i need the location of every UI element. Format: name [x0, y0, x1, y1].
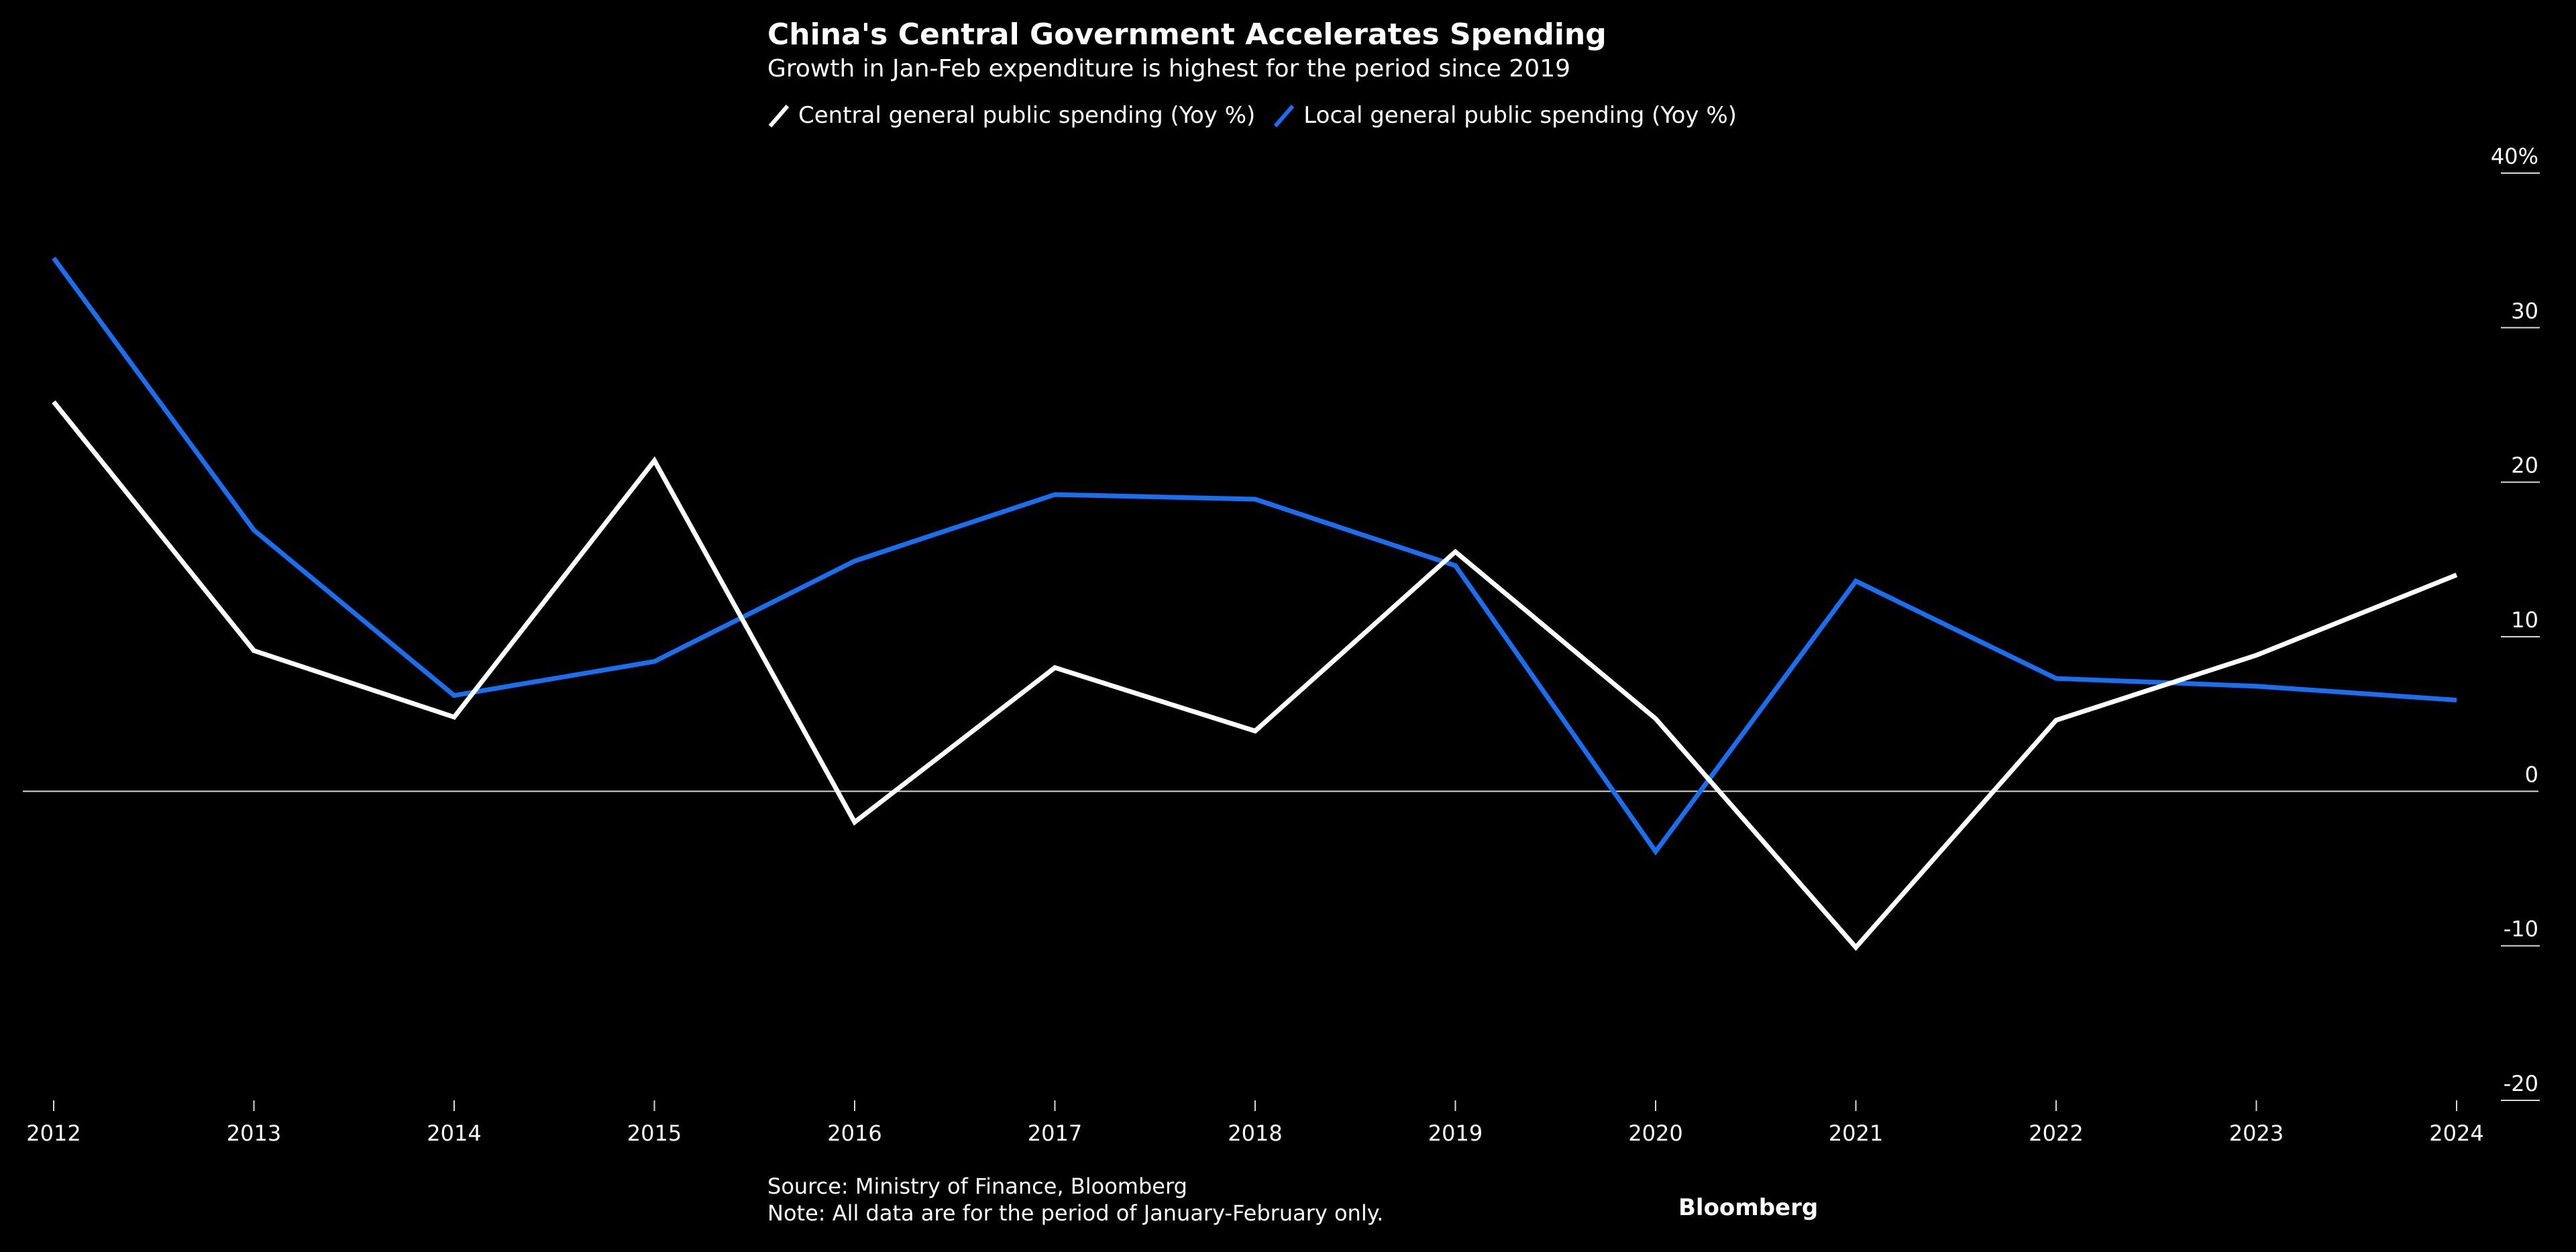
x-tick-label: 2024: [2429, 1120, 2483, 1146]
x-tick-label: 2015: [627, 1120, 682, 1146]
chart-title: China's Central Government Accelerates S…: [767, 17, 1607, 52]
series-line-local: [52, 256, 2457, 856]
chart-footer: Source: Ministry of Finance, Bloomberg N…: [767, 1173, 1383, 1227]
y-tick-label: 10: [2511, 607, 2538, 633]
x-tick-label: 2017: [1028, 1120, 1082, 1146]
x-tick-label: 2013: [227, 1120, 281, 1146]
legend-item-central: Central general public spending (Yoy %): [767, 102, 1255, 129]
y-tick-label: -10: [2504, 917, 2538, 942]
bloomberg-logo: Bloomberg: [1678, 1194, 1819, 1221]
x-tick-label: 2022: [2029, 1120, 2083, 1146]
x-tick-label: 2016: [827, 1120, 881, 1146]
x-tick-label: 2023: [2229, 1120, 2284, 1146]
legend-label-local: Local general public spending (Yoy %): [1303, 102, 1737, 129]
y-tick-label: -20: [2504, 1071, 2538, 1096]
x-tick-label: 2020: [1628, 1120, 1682, 1146]
x-tick-label: 2012: [26, 1120, 80, 1146]
y-tick-label: 20: [2511, 453, 2538, 478]
x-tick-label: 2021: [1829, 1120, 1883, 1146]
data-note: Note: All data are for the period of Jan…: [767, 1200, 1384, 1226]
y-tick-label: 40%: [2491, 144, 2538, 169]
series-line-central: [52, 400, 2458, 951]
legend-item-local: Local general public spending (Yoy %): [1273, 102, 1737, 129]
y-tick-label: 0: [2525, 762, 2538, 787]
x-tick-label: 2018: [1228, 1120, 1282, 1146]
y-tick-label: 30: [2511, 298, 2538, 323]
legend-swatch-central-icon: [768, 105, 790, 127]
source-note: Source: Ministry of Finance, Bloomberg: [767, 1173, 1187, 1199]
legend-label-central: Central general public spending (Yoy %): [798, 102, 1256, 129]
x-tick-label: 2019: [1428, 1120, 1483, 1146]
chart-subtitle: Growth in Jan-Feb expenditure is highest…: [767, 55, 1571, 83]
x-tick-label: 2014: [427, 1120, 481, 1146]
legend-swatch-local-icon: [1274, 105, 1295, 127]
chart-legend: Central general public spending (Yoy %) …: [767, 102, 1754, 129]
